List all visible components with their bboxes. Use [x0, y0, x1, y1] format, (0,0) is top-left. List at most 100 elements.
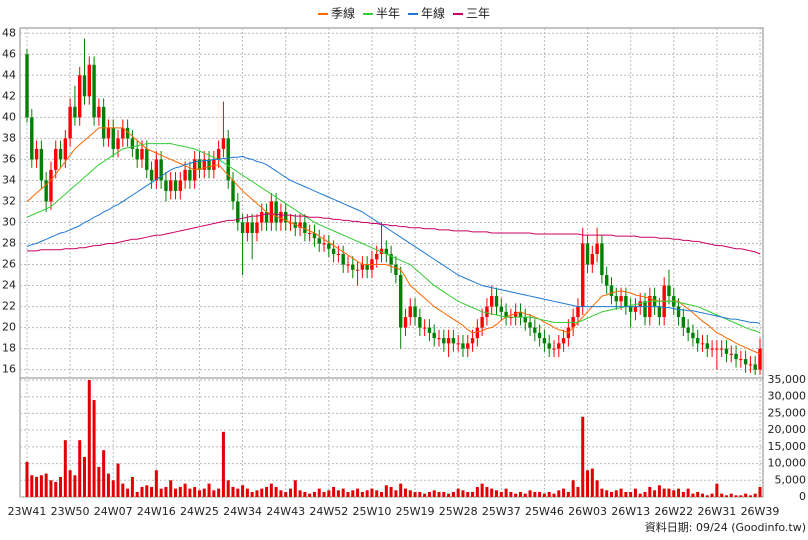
- candle-body: [226, 138, 230, 181]
- volume-bar: [231, 486, 235, 497]
- volume-bar: [111, 480, 115, 497]
- volume-bar: [130, 476, 134, 497]
- candle-body: [274, 201, 278, 223]
- candle-body: [44, 180, 48, 202]
- volume-bar: [691, 493, 695, 497]
- candle-body: [542, 338, 547, 344]
- volume-bar: [657, 485, 661, 497]
- volume-bar: [327, 490, 331, 497]
- volume-bar: [609, 491, 613, 497]
- candle-body: [240, 222, 245, 233]
- candle-body: [236, 201, 240, 223]
- candle-body: [446, 338, 451, 344]
- candle-body: [384, 248, 389, 255]
- volume-bar: [59, 476, 63, 497]
- candle-body: [523, 317, 527, 323]
- candle-body: [202, 159, 206, 170]
- volume-bar: [63, 440, 67, 497]
- y-tick-label: 44: [2, 68, 16, 81]
- candle-body: [585, 243, 590, 265]
- candle-body: [183, 169, 187, 181]
- candle-body: [30, 117, 34, 160]
- candle-body: [734, 353, 738, 360]
- candle-body: [317, 238, 321, 244]
- volume-bar: [193, 486, 197, 497]
- candle-body: [628, 306, 633, 312]
- volume-bar: [586, 470, 590, 497]
- x-tick-label: 25W19: [396, 505, 435, 518]
- volume-bar: [499, 491, 503, 497]
- candle-body: [49, 169, 53, 202]
- candle-body: [633, 306, 638, 312]
- volume-bar: [590, 468, 594, 497]
- candle-body: [609, 285, 614, 297]
- y-tick-label: 30: [2, 215, 16, 228]
- y-tick-label: 38: [2, 131, 16, 144]
- candle-body: [528, 322, 532, 328]
- candle-body: [101, 106, 106, 139]
- candle-body: [149, 169, 154, 181]
- x-tick-label: 24W43: [266, 505, 305, 518]
- ma-line: [26, 143, 761, 334]
- candle-body: [307, 232, 312, 234]
- x-tick-label: 26W22: [654, 505, 693, 518]
- volume-bar: [217, 488, 221, 497]
- volume-bar: [207, 483, 211, 497]
- volume-bar: [427, 491, 431, 497]
- volume-bar: [614, 490, 618, 497]
- candle-body: [346, 264, 350, 266]
- volume-bar: [303, 491, 307, 497]
- volume-bar: [576, 486, 580, 497]
- candle-body: [130, 138, 135, 149]
- candle-body: [121, 127, 125, 139]
- x-tick-label: 24W52: [309, 505, 348, 518]
- y2-tick-label: 15,000: [768, 440, 807, 453]
- volume-bar: [748, 495, 752, 497]
- candle-body: [470, 338, 475, 344]
- candle-body: [638, 301, 642, 307]
- volume-bar: [82, 456, 86, 497]
- volume-bar: [102, 450, 106, 497]
- volume-bar: [523, 493, 527, 497]
- candle-body: [212, 159, 216, 170]
- candle-body: [188, 169, 192, 181]
- candle-body: [389, 254, 393, 265]
- x-tick-label: 24W07: [94, 505, 133, 518]
- y-tick-label: 32: [2, 194, 16, 207]
- volume-bar: [677, 488, 681, 497]
- candle-body: [643, 301, 647, 318]
- ma-line: [26, 127, 761, 355]
- volume-bar: [35, 476, 39, 497]
- candle-body: [485, 306, 489, 318]
- candle-body: [207, 159, 211, 170]
- candle-body: [125, 127, 130, 139]
- y2-tick-label: 35,000: [768, 373, 807, 386]
- y-tick-label: 34: [2, 173, 16, 186]
- candle-body: [427, 327, 432, 333]
- candle-body: [92, 64, 96, 118]
- candle-body: [178, 180, 183, 191]
- volume-bar: [226, 480, 230, 497]
- candle-body: [614, 296, 618, 302]
- volume-bar: [480, 483, 484, 497]
- volume-bar: [662, 488, 666, 497]
- volume-bar: [451, 491, 455, 497]
- legend-label: 年線: [421, 6, 445, 21]
- volume-bar: [701, 493, 705, 497]
- volume-bar: [418, 491, 422, 497]
- candle-body: [432, 332, 436, 339]
- volume-bar: [495, 490, 499, 497]
- x-tick-label: 26W03: [568, 505, 607, 518]
- candle-body: [691, 332, 695, 339]
- volume-bar: [581, 416, 585, 497]
- x-tick-label: 23W41: [8, 505, 47, 518]
- candle-body: [97, 106, 101, 118]
- volume-bar: [562, 488, 566, 497]
- candle-body: [581, 243, 585, 307]
- candle-body: [336, 254, 341, 256]
- legend-label: 三年: [466, 7, 490, 21]
- volume-bar: [724, 495, 728, 497]
- candle-body: [322, 243, 326, 245]
- volume-bar: [150, 486, 154, 497]
